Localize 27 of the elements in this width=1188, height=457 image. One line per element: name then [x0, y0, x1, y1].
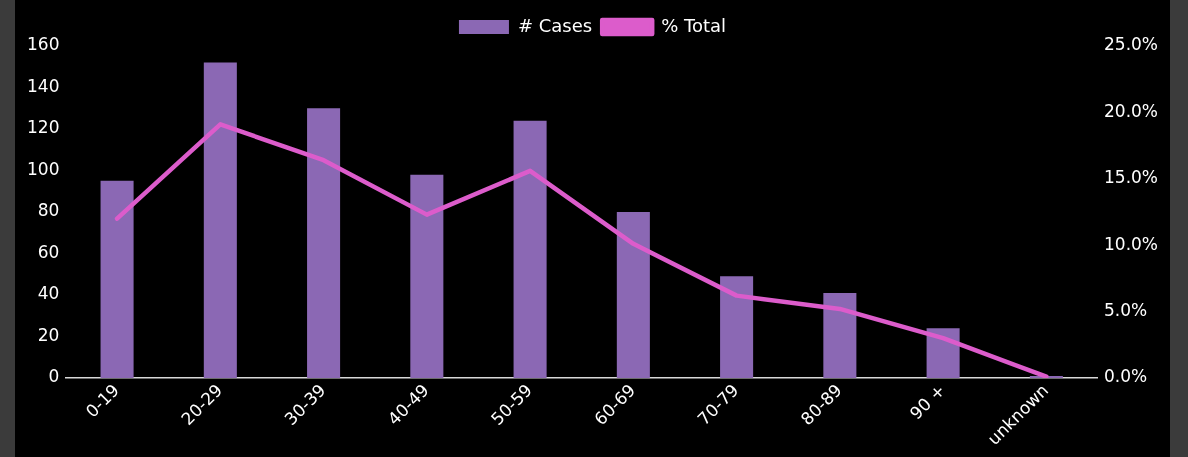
- bar: [203, 62, 237, 378]
- y-tick-label: 0: [48, 366, 60, 387]
- y-tick-label: 140: [26, 75, 60, 96]
- y-tick-label: 100: [26, 158, 60, 179]
- y2-tick-label: 25.0%: [1104, 34, 1159, 55]
- bar: [307, 108, 341, 378]
- y2-tick-label: 10.0%: [1104, 233, 1159, 254]
- bar: [823, 292, 857, 378]
- y2-tick-label: 5.0%: [1104, 299, 1148, 320]
- y-tick-label: 80: [37, 200, 60, 221]
- bar: [513, 120, 547, 378]
- y-tick-label: 40: [37, 283, 60, 304]
- bar: [720, 276, 754, 378]
- y-tick-label: 20: [37, 324, 60, 345]
- y2-tick-label: 15.0%: [1104, 167, 1159, 188]
- y2-tick-label: 0.0%: [1104, 366, 1148, 387]
- legend-label: # Cases: [517, 14, 593, 36]
- y-tick-label: 160: [26, 34, 60, 55]
- y2-tick-label: 20.0%: [1104, 100, 1159, 121]
- y-tick-label: 120: [26, 117, 60, 138]
- bar: [410, 174, 444, 378]
- legend-label: % Total: [661, 14, 727, 36]
- y-tick-label: 60: [37, 241, 60, 262]
- bar: [926, 328, 960, 378]
- x-tick-label: 90 +: [905, 379, 950, 424]
- bar: [616, 211, 650, 378]
- bar: [100, 180, 134, 378]
